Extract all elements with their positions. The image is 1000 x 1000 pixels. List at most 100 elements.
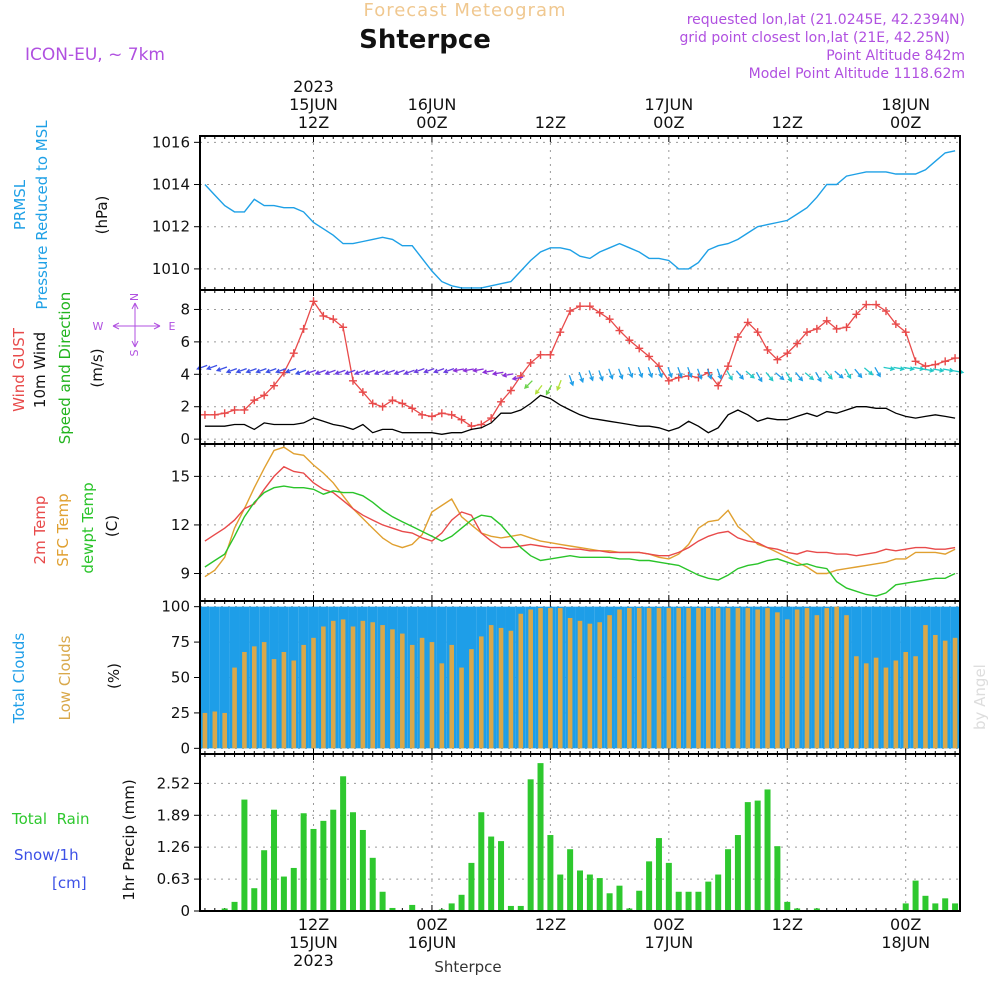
- low-cloud-bar: [775, 612, 780, 749]
- wind-direction-arrow: [334, 369, 346, 376]
- compass-n: N: [128, 293, 141, 301]
- wind-direction-arrow: [344, 369, 356, 376]
- rain-bar: [478, 812, 485, 911]
- rain-bar: [290, 867, 297, 911]
- snow-unit: [cm]: [52, 874, 87, 892]
- top-time-label: 16JUN: [408, 95, 457, 114]
- wind-direction-arrow: [423, 368, 435, 374]
- gust-marker: [427, 412, 436, 421]
- wind-direction-arrow: [472, 367, 484, 373]
- wind-direction-arrow: [844, 368, 852, 380]
- rain-bar: [251, 888, 258, 911]
- wind-direction-arrow: [524, 380, 533, 390]
- wind-direction-arrow: [304, 369, 316, 376]
- gust-marker: [408, 404, 417, 413]
- pressure-panel: 1010 1012 1014 1016: [152, 133, 960, 290]
- gust-marker: [526, 358, 535, 367]
- low-cloud-bar: [429, 642, 435, 749]
- rain-bar: [221, 908, 228, 911]
- low-cloud-bar: [498, 627, 504, 749]
- low-cloud-bar: [715, 608, 721, 749]
- gust-marker: [724, 362, 733, 371]
- y-tick-label: 0.63: [157, 870, 190, 888]
- wind-direction-arrow: [383, 369, 395, 376]
- low-cloud-bar: [844, 615, 849, 749]
- low-cloud-bar: [893, 660, 899, 749]
- wind-direction-arrow: [245, 368, 257, 374]
- gust-marker: [289, 349, 298, 358]
- low-cloud-bar: [232, 667, 237, 749]
- y-tick-label: 1.89: [157, 806, 190, 824]
- rain-bar: [626, 908, 633, 911]
- wind-direction-arrow: [755, 371, 763, 383]
- rain-bar: [379, 891, 386, 911]
- t2m-label: 2m Temp: [31, 496, 49, 565]
- gust-marker: [615, 326, 624, 335]
- gust-marker: [497, 397, 506, 406]
- low-cloud-bar: [765, 608, 770, 749]
- wind-direction-arrow: [942, 367, 955, 373]
- rain-bar: [932, 903, 939, 911]
- top-time-label: 17JUN: [644, 95, 693, 114]
- low-cloud-bar: [577, 620, 583, 749]
- bottom-time-label: 15JUN: [289, 933, 338, 952]
- gust-marker: [714, 381, 723, 390]
- wind-direction-arrow: [932, 367, 945, 373]
- y-tick-label: 6: [180, 333, 190, 351]
- y-tick-label: 100: [161, 598, 190, 616]
- rain-bar: [300, 813, 307, 911]
- low-cloud-bar: [488, 625, 494, 749]
- low-cloud-bar: [617, 609, 622, 749]
- low-cloud-bar: [518, 613, 524, 749]
- rain-bar: [665, 862, 672, 911]
- wind-direction-arrow: [578, 371, 584, 384]
- low-cloud-bar: [370, 622, 376, 749]
- wind-direction-arrow: [294, 369, 307, 376]
- gust-marker: [200, 410, 209, 419]
- rain-bar: [813, 908, 820, 911]
- low-cloud-bar: [696, 608, 701, 749]
- low-cloud-bar: [597, 622, 603, 749]
- low-cloud-bar: [942, 640, 948, 749]
- bottom-time-label: 12Z: [772, 915, 803, 934]
- wind-direction-arrow: [726, 370, 733, 381]
- gust-marker: [931, 360, 940, 369]
- gust-marker: [457, 415, 466, 424]
- rain-bar: [488, 836, 495, 911]
- gust-marker: [635, 344, 644, 353]
- gust-marker: [309, 297, 318, 306]
- wind-direction-arrow: [225, 368, 238, 374]
- low-cloud-bar: [646, 608, 652, 749]
- wind-direction-arrow: [588, 370, 594, 382]
- wind-direction-arrow: [854, 368, 863, 379]
- low-cloud-bar: [567, 618, 573, 749]
- low-cloud-bar: [883, 667, 889, 749]
- gust-marker: [210, 410, 219, 419]
- total-clouds-label: Total Clouds: [10, 633, 28, 725]
- wind-direction-arrow: [354, 369, 366, 376]
- compass-rose: N S W E: [93, 293, 176, 357]
- top-time-label: 12Z: [772, 113, 803, 132]
- low-cloud-bar: [291, 660, 297, 749]
- low-cloud-bar: [627, 608, 632, 749]
- rain-bar: [784, 901, 791, 911]
- top-time-label: 00Z: [890, 113, 921, 132]
- rain-label: Total Rain: [11, 810, 90, 828]
- gust-marker: [270, 381, 279, 390]
- rain-bar: [764, 789, 771, 911]
- gust-marker: [319, 311, 328, 320]
- clouds-panel: 0 25 50 75 100: [161, 598, 960, 757]
- point-altitude: Point Altitude 842m: [826, 48, 965, 64]
- wind-direction-arrow: [637, 366, 644, 379]
- rain-bar: [646, 861, 653, 911]
- rain-bar: [715, 874, 722, 911]
- top-time-label: 00Z: [653, 113, 684, 132]
- gust-marker: [260, 391, 269, 400]
- rain-bar: [448, 903, 455, 911]
- low-cloud-bar: [607, 615, 612, 749]
- y-tick-label: 1010: [152, 260, 190, 278]
- y-tick-label: 1012: [152, 218, 190, 236]
- y-tick-label: 0: [180, 902, 190, 920]
- bottom-time-label: 12Z: [535, 915, 566, 934]
- gust-marker: [625, 336, 634, 345]
